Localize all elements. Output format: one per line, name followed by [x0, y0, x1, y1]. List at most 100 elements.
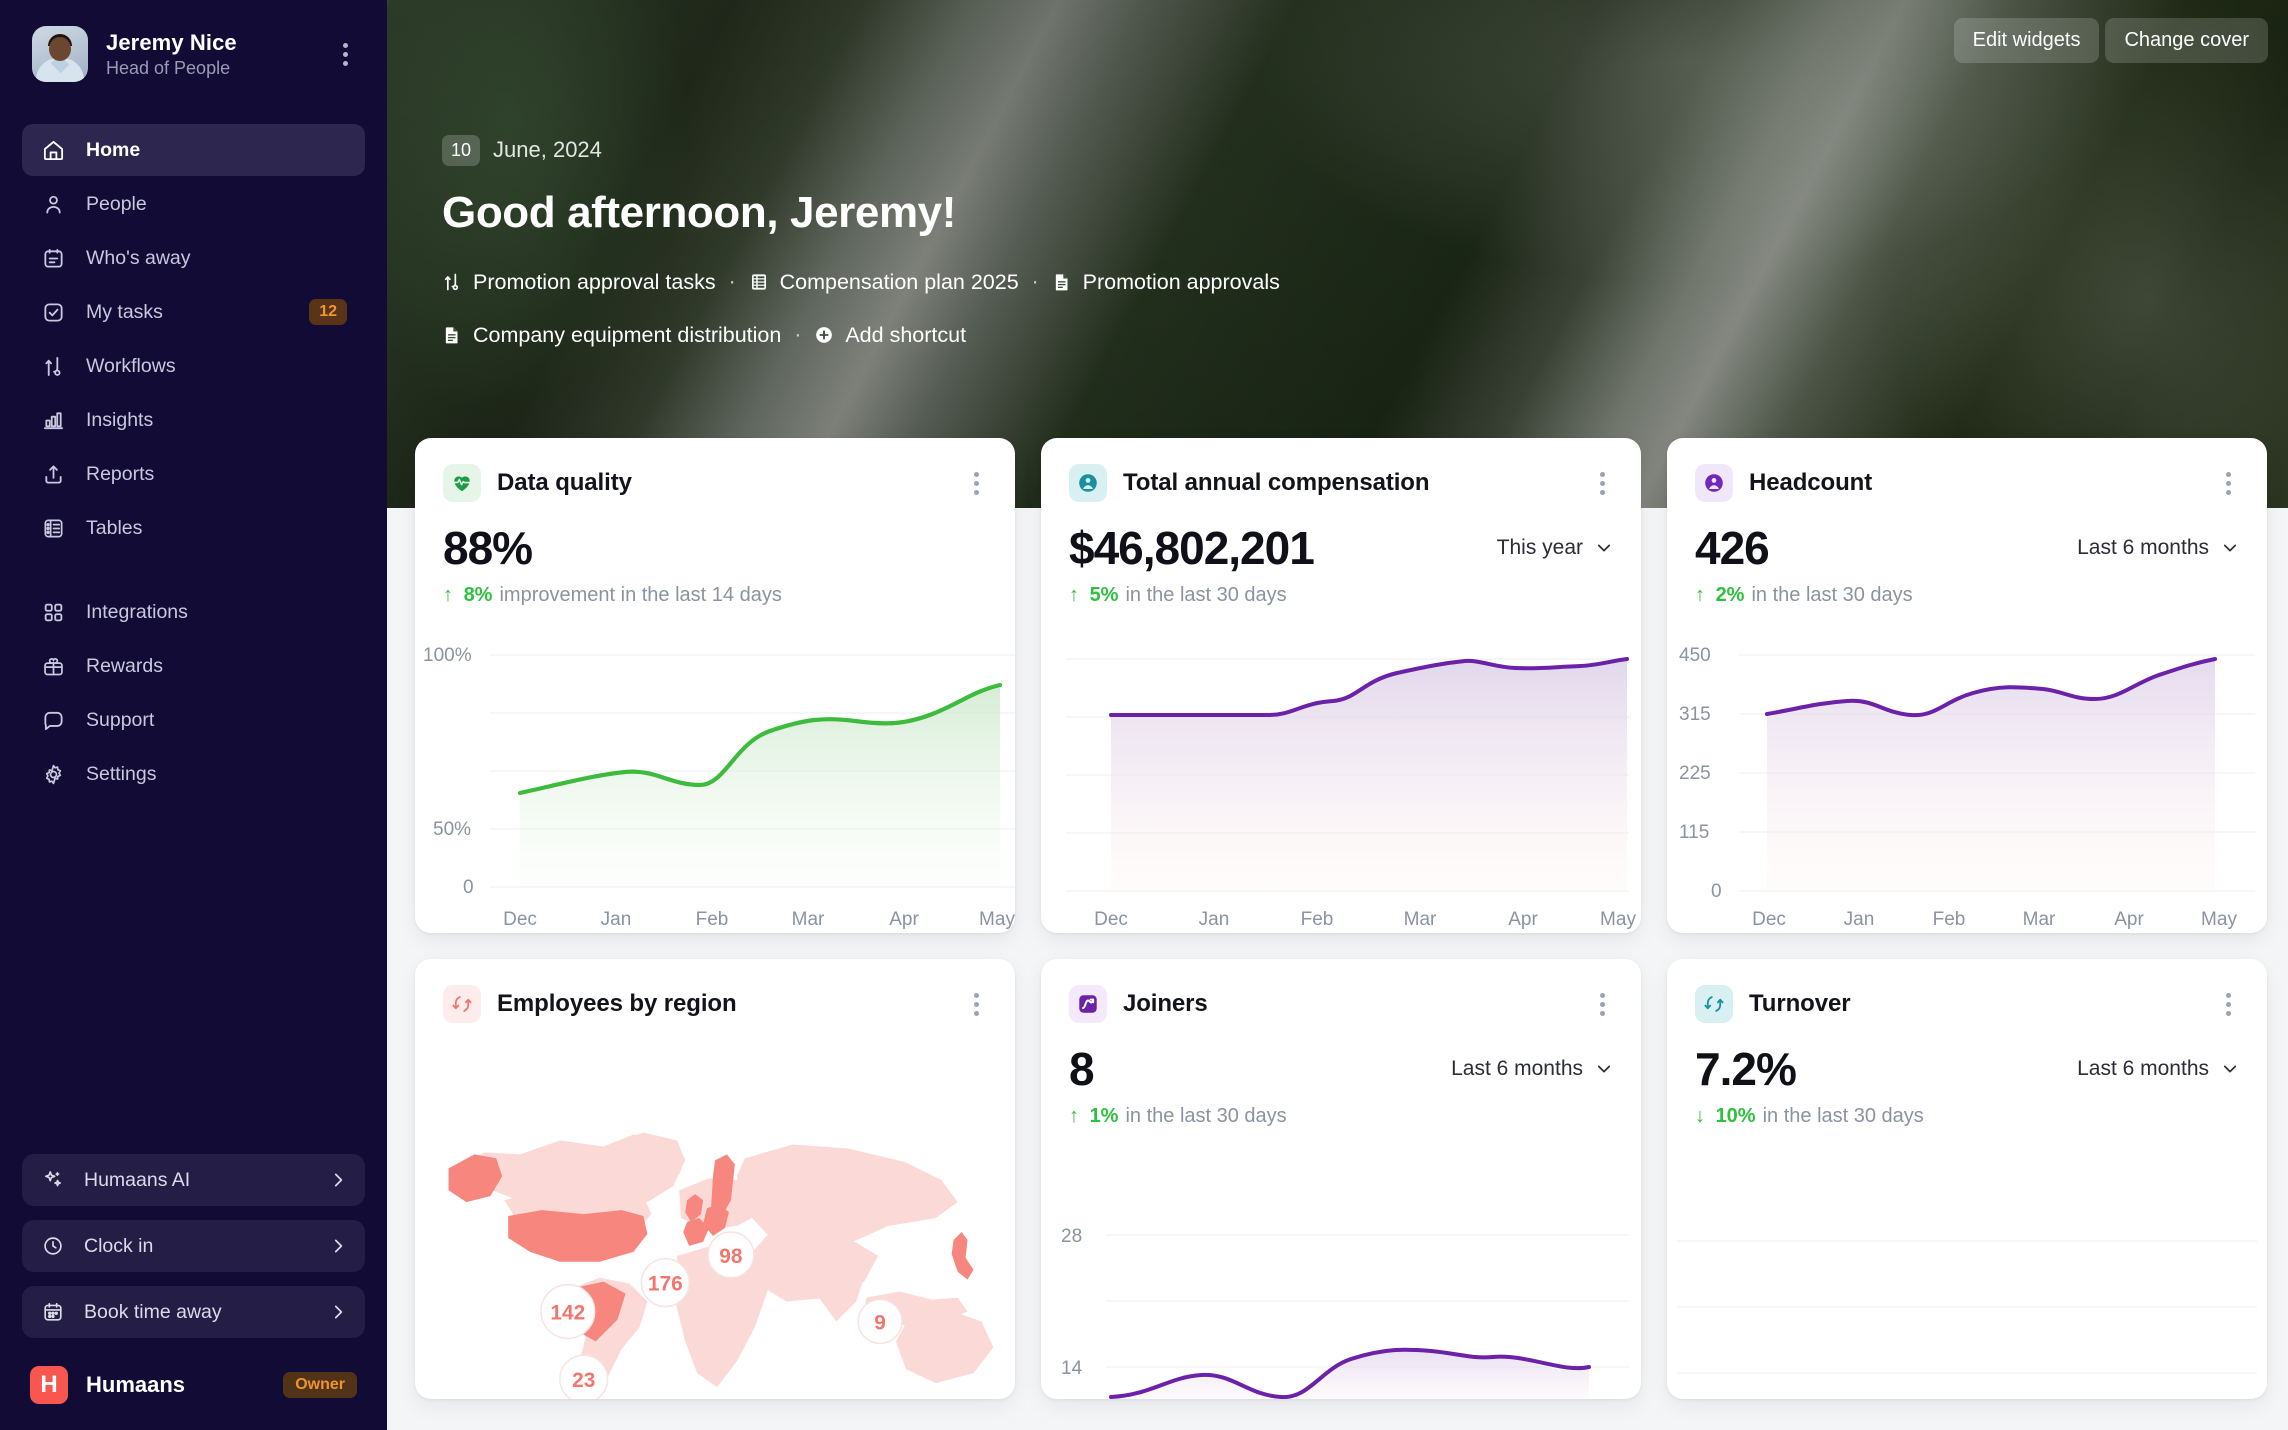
sidebar-item-people[interactable]: People — [22, 178, 365, 230]
calendar-icon — [40, 245, 66, 271]
sidebar-item-my-tasks[interactable]: My tasks 12 — [22, 286, 365, 338]
card-menu-button[interactable] — [2218, 989, 2239, 1020]
metric-value: 7.2% — [1695, 1043, 1797, 1095]
delta-up-icon: ↑ 5% — [1069, 584, 1119, 607]
sidebar-item-settings[interactable]: Settings — [22, 748, 365, 800]
range-select[interactable]: Last 6 months — [1451, 1057, 1613, 1081]
shortcut-company-equipment-distribution[interactable]: Company equipment distribution — [442, 323, 781, 348]
card-menu-button[interactable] — [966, 989, 987, 1020]
metric-value: 88% — [443, 522, 533, 574]
shortcut-promotion-approvals[interactable]: Promotion approvals — [1052, 270, 1280, 295]
x-tick-label: Mar — [1404, 909, 1437, 930]
delta-value: 8% — [463, 584, 493, 607]
org-switcher[interactable]: H Humaans Owner — [22, 1352, 365, 1404]
shortcut-promotion-approval-tasks[interactable]: Promotion approval tasks — [442, 270, 716, 295]
card-menu-button[interactable] — [1592, 989, 1613, 1020]
sidebar-item-support[interactable]: Support — [22, 694, 365, 746]
card-menu-button[interactable] — [966, 468, 987, 499]
book-time-away-button[interactable]: Book time away — [22, 1286, 365, 1338]
sidebar: Jeremy Nice Head of People Home People W… — [0, 0, 387, 1430]
cycle-icon — [443, 985, 481, 1023]
shortcut-separator: · — [728, 269, 736, 293]
metric-value: $46,802,201 — [1069, 522, 1315, 574]
range-select[interactable]: Last 6 months — [2077, 1057, 2239, 1081]
world-map[interactable]: 142 176 98 23 9 — [415, 1051, 1015, 1399]
card-title: Data quality — [497, 469, 632, 496]
edit-widgets-button[interactable]: Edit widgets — [1953, 18, 2100, 63]
shortcuts-list: Promotion approval tasks · Compensation … — [442, 270, 1382, 348]
chevron-down-icon — [2221, 539, 2239, 557]
chart-turnover — [1667, 1209, 2267, 1399]
x-tick-label: Apr — [2114, 909, 2144, 930]
profile-header[interactable]: Jeremy Nice Head of People — [0, 0, 387, 108]
x-tick-label: Apr — [889, 909, 919, 930]
sidebar-item-reports[interactable]: Reports — [22, 448, 365, 500]
x-tick-label: Feb — [696, 909, 729, 930]
sidebar-item-label: Reports — [86, 462, 155, 485]
nav-divider — [22, 556, 365, 586]
sidebar-item-rewards[interactable]: Rewards — [22, 640, 365, 692]
sidebar-item-whos-away[interactable]: Who's away — [22, 232, 365, 284]
delta-value: 10% — [1715, 1105, 1756, 1128]
sidebar-item-label: Who's away — [86, 246, 191, 269]
delta-text: in the last 30 days — [1125, 1105, 1287, 1128]
card-menu-button[interactable] — [1592, 468, 1613, 499]
workflow-icon — [40, 353, 66, 379]
y-tick-label: 14 — [1061, 1358, 1083, 1379]
shortcut-separator: · — [794, 322, 802, 346]
widget-data-quality: Data quality 88% ↑ 8% improvement in the… — [415, 438, 1015, 933]
x-tick-label: May — [2201, 909, 2237, 930]
y-tick-label: 0 — [463, 877, 474, 898]
sidebar-item-tables[interactable]: Tables — [22, 502, 365, 554]
card-menu-button[interactable] — [2218, 468, 2239, 499]
x-tick-label: Jan — [1199, 909, 1230, 930]
x-tick-label: Mar — [792, 909, 825, 930]
sidebar-item-workflows[interactable]: Workflows — [22, 340, 365, 392]
add-shortcut-button[interactable]: Add shortcut — [814, 323, 966, 348]
shortcut-label: Add shortcut — [845, 322, 967, 347]
sidebar-item-home[interactable]: Home — [22, 124, 365, 176]
sidebar-item-insights[interactable]: Insights — [22, 394, 365, 446]
x-tick-label: Dec — [503, 909, 537, 930]
map-bubble-label: 176 — [648, 1273, 683, 1296]
range-select[interactable]: Last 6 months — [2077, 536, 2239, 560]
y-tick-label: 50% — [433, 819, 471, 840]
widget-joiners: Joiners 8 ↑ 1% in the last 30 days Last … — [1041, 959, 1641, 1399]
shortcut-compensation-plan-2025[interactable]: Compensation plan 2025 — [749, 270, 1019, 295]
gear-icon — [40, 761, 66, 787]
calendar-dots-icon — [40, 1299, 66, 1325]
chart-headcount: 450 315 225 115 0 Dec Jan Feb Mar Apr Ma… — [1667, 633, 2267, 933]
y-tick-label: 450 — [1679, 645, 1711, 666]
profile-menu-button[interactable] — [331, 39, 359, 70]
range-select[interactable]: This year — [1497, 536, 1613, 560]
org-name: Humaans — [86, 1372, 186, 1397]
y-tick-label: 225 — [1679, 763, 1711, 784]
sidebar-item-integrations[interactable]: Integrations — [22, 586, 365, 638]
humaans-ai-button[interactable]: Humaans AI — [22, 1154, 365, 1206]
delta-text: in the last 30 days — [1762, 1105, 1924, 1128]
cover-image — [387, 0, 2288, 508]
x-tick-label: Jan — [601, 909, 632, 930]
primary-nav: Home People Who's away My tasks 12 Workf… — [0, 108, 387, 802]
shortcut-separator: · — [1031, 269, 1039, 293]
clock-in-button[interactable]: Clock in — [22, 1220, 365, 1272]
chevron-right-icon — [329, 1303, 347, 1321]
sidebar-item-label: People — [86, 192, 147, 215]
x-tick-label: Dec — [1094, 909, 1128, 930]
map-bubble-label: 9 — [874, 1311, 886, 1334]
my-tasks-badge: 12 — [309, 299, 347, 325]
chart-joiners: 28 14 — [1041, 1209, 1641, 1399]
check-box-icon — [40, 299, 66, 325]
delta-up-icon: ↑ 1% — [1069, 1105, 1119, 1128]
table-icon — [40, 515, 66, 541]
change-cover-button[interactable]: Change cover — [2105, 18, 2268, 63]
grid-icon — [40, 599, 66, 625]
workflow-icon — [442, 272, 462, 292]
table-icon — [749, 272, 769, 292]
shortcut-label: Compensation plan 2025 — [779, 269, 1019, 294]
delta-down-icon: ↓ 10% — [1695, 1105, 1756, 1128]
chevron-right-icon — [329, 1171, 347, 1189]
date-month-year: June, 2024 — [493, 137, 602, 163]
gift-icon — [40, 653, 66, 679]
